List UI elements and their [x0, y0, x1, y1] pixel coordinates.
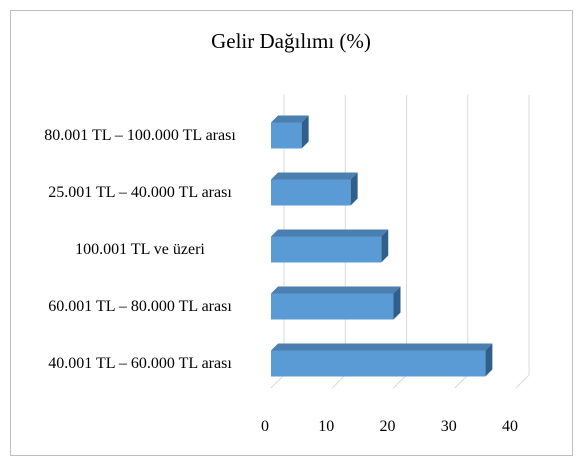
bar-side: [301, 115, 309, 149]
bar-side: [485, 343, 493, 377]
bar-top: [271, 343, 493, 351]
bar: [271, 293, 394, 320]
grid-line-floor: [331, 374, 346, 389]
bar-top: [271, 172, 358, 180]
bar-side: [393, 286, 401, 320]
bar-top: [271, 286, 401, 294]
grid-line-floor: [270, 374, 285, 389]
bar: [271, 350, 486, 377]
y-tick-label: 25.001 TL – 40.000 TL arası: [48, 183, 232, 201]
chart-title: Gelir Dağılımı (%): [211, 29, 371, 53]
y-tick-label: 100.001 TL ve üzeri: [75, 240, 205, 258]
bar-top: [271, 229, 389, 237]
y-tick-label: 40.001 TL – 60.000 TL arası: [48, 354, 232, 372]
bar: [271, 236, 382, 263]
bar: [271, 122, 302, 149]
x-tick-label: 40: [502, 418, 518, 435]
bar-top: [271, 115, 309, 123]
bar-side: [350, 172, 358, 206]
bar: [271, 179, 351, 206]
bar-side: [381, 229, 389, 263]
grid-line-floor: [515, 374, 530, 389]
x-tick-label: 0: [261, 418, 269, 435]
y-tick-label: 60.001 TL – 80.000 TL arası: [48, 297, 232, 315]
x-tick-label: 30: [441, 418, 457, 435]
y-tick-label: 80.001 TL – 100.000 TL arası: [44, 126, 236, 144]
x-tick-label: 10: [318, 418, 334, 435]
grid-line-floor: [454, 374, 469, 389]
grid-line-floor: [393, 374, 407, 389]
x-tick-label: 20: [380, 418, 396, 435]
